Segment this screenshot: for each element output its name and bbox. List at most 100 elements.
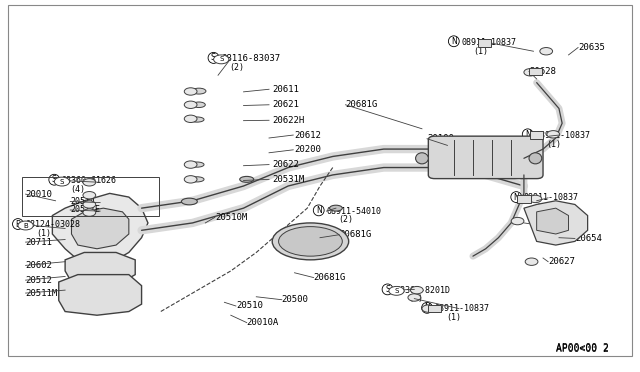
Circle shape	[529, 195, 541, 203]
FancyBboxPatch shape	[428, 136, 543, 179]
Text: 20711: 20711	[26, 238, 52, 247]
Text: AP00<00 2: AP00<00 2	[556, 343, 609, 353]
Text: S: S	[219, 56, 223, 62]
Text: 20621: 20621	[272, 100, 299, 109]
Text: (4): (4)	[70, 185, 85, 194]
Text: 20514: 20514	[70, 197, 95, 206]
Circle shape	[184, 161, 197, 168]
Text: 20654: 20654	[575, 234, 602, 243]
Text: 08911-10837: 08911-10837	[536, 131, 590, 140]
Text: S: S	[385, 285, 390, 294]
Text: N: N	[316, 206, 322, 215]
Text: N: N	[513, 193, 519, 202]
Text: (1): (1)	[446, 313, 461, 322]
Ellipse shape	[192, 88, 206, 94]
Circle shape	[83, 179, 96, 186]
Bar	[22, 177, 159, 215]
Ellipse shape	[190, 162, 204, 167]
Text: AP00<00 2: AP00<00 2	[556, 344, 609, 354]
Polygon shape	[537, 208, 568, 234]
Text: (1): (1)	[546, 140, 561, 149]
Text: 08363-8201D: 08363-8201D	[395, 286, 450, 295]
Text: 08911-10837: 08911-10837	[435, 304, 490, 313]
Circle shape	[18, 221, 33, 230]
Circle shape	[408, 294, 420, 301]
Circle shape	[511, 217, 524, 225]
Circle shape	[54, 177, 70, 186]
Circle shape	[83, 192, 96, 199]
Text: 20681G: 20681G	[314, 273, 346, 282]
Text: 20510M: 20510M	[215, 213, 247, 222]
Text: 20681G: 20681G	[346, 100, 378, 109]
Text: 08116-83037: 08116-83037	[221, 54, 280, 63]
Text: (1): (1)	[536, 202, 550, 212]
Ellipse shape	[190, 177, 204, 182]
Text: 20681G: 20681G	[339, 230, 371, 239]
Polygon shape	[52, 193, 148, 263]
Text: (2): (2)	[230, 63, 244, 72]
Text: 20635: 20635	[578, 43, 605, 52]
Text: 08911-10837: 08911-10837	[524, 193, 579, 202]
Ellipse shape	[415, 153, 428, 164]
Text: N: N	[525, 130, 531, 139]
Circle shape	[547, 131, 559, 138]
Text: 08124-03028: 08124-03028	[26, 220, 81, 229]
Text: 20627: 20627	[548, 257, 575, 266]
Text: 08911-54010: 08911-54010	[326, 206, 381, 216]
Text: S: S	[60, 179, 64, 185]
Circle shape	[389, 286, 404, 295]
Circle shape	[184, 115, 197, 122]
Text: (1): (1)	[473, 47, 488, 56]
Text: S: S	[394, 288, 399, 294]
Text: 20010A: 20010A	[246, 318, 279, 327]
Text: S: S	[211, 53, 216, 62]
Text: 08360-61626: 08360-61626	[62, 176, 117, 185]
Text: B: B	[15, 219, 20, 228]
Text: 20511M: 20511M	[26, 289, 58, 298]
Polygon shape	[65, 253, 135, 286]
Text: N: N	[424, 303, 430, 312]
Text: 20010: 20010	[26, 190, 52, 199]
Circle shape	[83, 201, 96, 208]
Circle shape	[410, 286, 423, 294]
Ellipse shape	[272, 223, 349, 260]
Text: 20602: 20602	[26, 261, 52, 270]
Ellipse shape	[529, 153, 541, 164]
Text: 08911-10837: 08911-10837	[461, 38, 516, 46]
Text: (1): (1)	[36, 229, 51, 238]
Text: 20100: 20100	[427, 134, 454, 143]
Circle shape	[540, 48, 552, 55]
Text: 20500: 20500	[282, 295, 308, 304]
Circle shape	[184, 88, 197, 95]
Polygon shape	[524, 201, 588, 245]
Text: 20612: 20612	[294, 131, 321, 140]
Text: N: N	[451, 37, 457, 46]
Ellipse shape	[240, 176, 253, 182]
Text: 20200: 20200	[294, 145, 321, 154]
Polygon shape	[72, 208, 129, 249]
Text: 20517E: 20517E	[70, 205, 100, 215]
Text: 20512: 20512	[26, 276, 52, 285]
Text: 20622: 20622	[272, 160, 299, 169]
Circle shape	[525, 258, 538, 265]
Circle shape	[214, 55, 229, 64]
Text: 20510: 20510	[236, 301, 263, 311]
Circle shape	[422, 305, 435, 312]
Polygon shape	[59, 275, 141, 315]
Circle shape	[184, 101, 197, 109]
Ellipse shape	[181, 198, 197, 205]
Circle shape	[83, 209, 96, 216]
Text: 20531M: 20531M	[272, 175, 305, 184]
Text: B: B	[23, 222, 28, 228]
Text: (2): (2)	[408, 294, 423, 303]
Text: S: S	[52, 175, 57, 184]
Circle shape	[184, 176, 197, 183]
Text: 20611: 20611	[272, 85, 299, 94]
Text: (2): (2)	[338, 215, 353, 224]
Ellipse shape	[278, 227, 342, 256]
Text: 20628: 20628	[529, 67, 556, 76]
Ellipse shape	[193, 102, 205, 108]
Text: 20628: 20628	[529, 219, 556, 228]
Ellipse shape	[190, 117, 204, 122]
Ellipse shape	[330, 205, 342, 211]
